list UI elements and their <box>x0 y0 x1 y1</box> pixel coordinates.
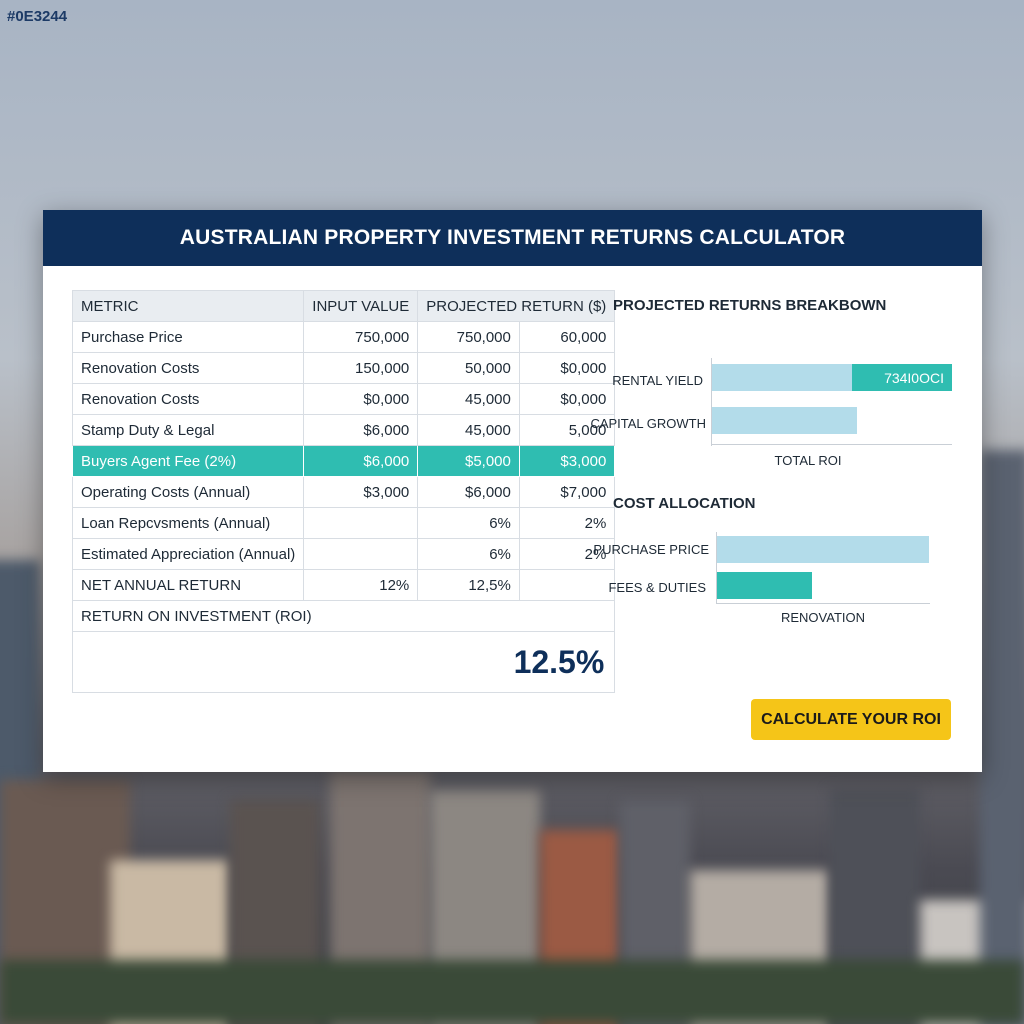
table-cell[interactable]: $6,000 <box>303 414 419 446</box>
corner-hex-tag: #0E3244 <box>7 8 68 25</box>
table-row-highlighted[interactable]: Buyers Agent Fee (2%) $6,000 $5,000 $3,0… <box>71 445 616 477</box>
rental-yield-label: RENTAL YIELD <box>612 373 703 388</box>
table-cell <box>518 569 616 601</box>
purchase-price-bar <box>717 536 929 563</box>
table-header-row: METRIC INPUT VALUE PROJECTED RETURN ($) <box>71 290 616 322</box>
table-cell: 45,000 <box>417 383 520 415</box>
total-roi-axis-label: TOTAL ROI <box>774 453 842 468</box>
rental-yield-bar <box>712 364 852 391</box>
fees-duties-bar <box>717 572 812 599</box>
capital-growth-bar <box>712 407 857 434</box>
table-cell[interactable]: 150,000 <box>303 352 419 384</box>
table-cell: Buyers Agent Fee (2%) <box>71 445 305 477</box>
table-cell: NET ANNUAL RETURN <box>71 569 305 601</box>
table-cell: Renovation Costs <box>71 383 305 415</box>
roi-value-row: 12.5% <box>71 631 616 693</box>
table-cell: 45,000 <box>417 414 520 446</box>
table-row-net-return: NET ANNUAL RETURN 12% 12,5% <box>71 569 616 601</box>
purchase-price-label: PURCHASE PRICE <box>593 542 709 557</box>
table-cell: $6,000 <box>417 476 520 508</box>
table-cell: Purchase Price <box>71 321 305 353</box>
table-cell: 750,000 <box>417 321 520 353</box>
table-cell[interactable]: 750,000 <box>303 321 419 353</box>
fees-duties-label: FEES & DUTIES <box>608 580 706 595</box>
table-cell[interactable] <box>303 538 419 570</box>
table-cell[interactable]: $0,000 <box>303 383 419 415</box>
table-row: Loan Repcvsments (Annual) 6% 2% <box>71 507 616 539</box>
table-cell: Estimated Appreciation (Annual) <box>71 538 305 570</box>
table-cell: 2% <box>518 507 616 539</box>
table-row: Purchase Price 750,000 750,000 60,000 <box>71 321 616 353</box>
table-cell[interactable] <box>303 507 419 539</box>
table-row: Operating Costs (Annual) $3,000 $6,000 $… <box>71 476 616 508</box>
roi-label-row: RETURN ON INVESTMENT (ROI) <box>71 600 616 632</box>
table-row: Stamp Duty & Legal $6,000 45,000 5,000 <box>71 414 616 446</box>
chart-axis-line <box>716 532 717 604</box>
table-row: Renovation Costs $0,000 45,000 $0,000 <box>71 383 616 415</box>
calculate-roi-button[interactable]: CALCULATE YOUR ROI <box>751 699 951 740</box>
table-cell: Operating Costs (Annual) <box>71 476 305 508</box>
table-header-cell: PROJECTED RETURN ($) <box>417 290 616 322</box>
table-row: Estimated Appreciation (Annual) 6% 2% <box>71 538 616 570</box>
table-cell: $3,000 <box>518 445 616 477</box>
table-cell: 60,000 <box>518 321 616 353</box>
table-cell[interactable]: $3,000 <box>303 476 419 508</box>
chart-axis-line <box>716 603 930 604</box>
table-cell: Stamp Duty & Legal <box>71 414 305 446</box>
table-cell: $0,000 <box>518 352 616 384</box>
chart-axis-line <box>711 358 712 446</box>
cost-allocation-title: COST ALLOCATION <box>613 495 756 512</box>
table-cell: $5,000 <box>417 445 520 477</box>
table-cell: 12,5% <box>417 569 520 601</box>
renovation-axis-label: RENOVATION <box>780 610 866 625</box>
table-cell: 6% <box>417 507 520 539</box>
table-row: Renovation Costs 150,000 50,000 $0,000 <box>71 352 616 384</box>
table-cell: 50,000 <box>417 352 520 384</box>
chart-axis-line <box>711 444 952 445</box>
table-cell: $0,000 <box>518 383 616 415</box>
table-cell: 6% <box>417 538 520 570</box>
table-header-cell: INPUT VALUE <box>303 290 419 322</box>
table-cell: 2% <box>518 538 616 570</box>
rental-yield-badge: 734I0OCI <box>852 364 952 391</box>
calculator-card: AUSTRALIAN PROPERTY INVESTMENT RETURNS C… <box>43 210 982 772</box>
table-cell[interactable]: $6,000 <box>303 445 419 477</box>
table-cell: $7,000 <box>518 476 616 508</box>
roi-value: 12.5% <box>71 631 616 693</box>
table-cell: 12% <box>303 569 419 601</box>
roi-label: RETURN ON INVESTMENT (ROI) <box>71 600 616 632</box>
returns-breakdown-title: PROJECTED RETURNS BREAKBOWN <box>613 297 887 314</box>
capital-growth-label: CAPITAL GROWTH <box>590 416 706 431</box>
table-cell: 5,000 <box>518 414 616 446</box>
table-header-cell: METRIC <box>71 290 305 322</box>
calculator-title: AUSTRALIAN PROPERTY INVESTMENT RETURNS C… <box>43 210 982 266</box>
table-cell: Renovation Costs <box>71 352 305 384</box>
table-cell: Loan Repcvsments (Annual) <box>71 507 305 539</box>
calculator-table: METRIC INPUT VALUE PROJECTED RETURN ($) … <box>71 290 616 693</box>
